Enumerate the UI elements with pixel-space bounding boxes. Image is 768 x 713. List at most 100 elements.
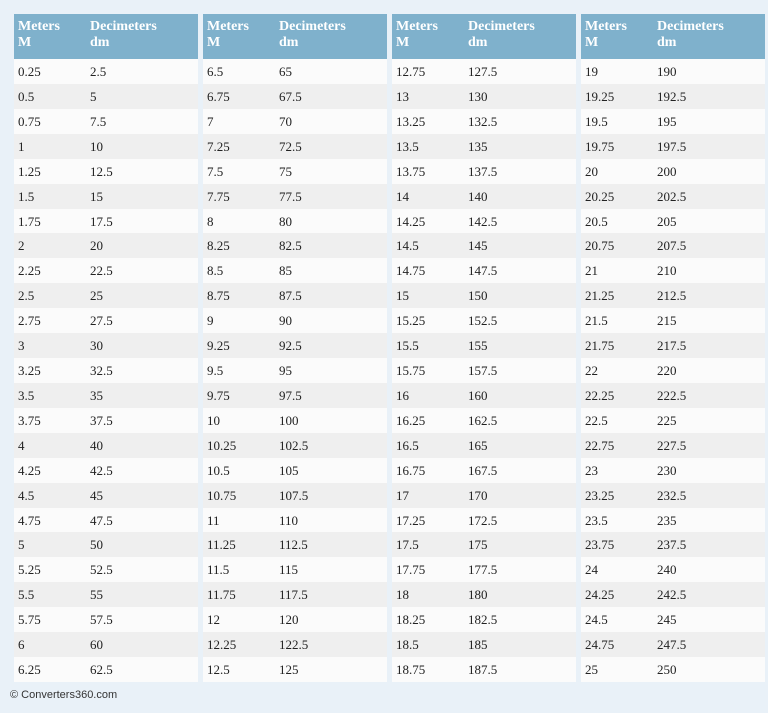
table-row: 17.5 175 bbox=[392, 532, 576, 558]
table-cell: 22 bbox=[585, 363, 598, 379]
table-row: 24.25 242.5 bbox=[581, 582, 765, 608]
table-cell: 232.5 bbox=[657, 487, 687, 503]
table-cell: 24.25 bbox=[585, 587, 615, 603]
table-cell: 175 bbox=[468, 537, 488, 553]
header-line: dm bbox=[90, 35, 110, 50]
header-line: M bbox=[585, 35, 599, 50]
table-row: 21.75 217.5 bbox=[581, 333, 765, 359]
table-cell: 215 bbox=[657, 313, 677, 329]
table-cell: 42.5 bbox=[90, 462, 113, 478]
table-cell: 110 bbox=[279, 512, 299, 528]
table-cell: 7.75 bbox=[207, 188, 230, 204]
table-row: 5.75 57.5 bbox=[14, 607, 198, 633]
table-cell: 165 bbox=[468, 437, 488, 453]
table-cell: 35 bbox=[90, 387, 103, 403]
table-cell: 11.25 bbox=[207, 537, 236, 553]
header-line: Meters bbox=[396, 19, 438, 34]
table-row: 4.75 47.5 bbox=[14, 507, 198, 533]
table-row: 24.5 245 bbox=[581, 607, 765, 633]
table-cell: 5 bbox=[18, 537, 25, 553]
table-row: 19 190 bbox=[581, 59, 765, 84]
table-cell: 24.5 bbox=[585, 612, 608, 628]
table-row: 12.25 122.5 bbox=[203, 632, 387, 658]
header-line: Decimeters bbox=[279, 19, 346, 34]
table-cell: 107.5 bbox=[279, 487, 309, 503]
table-cell: 182.5 bbox=[468, 612, 498, 628]
table-row: 19.75 197.5 bbox=[581, 133, 765, 159]
table-cell: 9.25 bbox=[207, 338, 230, 354]
header-line: Decimeters bbox=[90, 19, 157, 34]
table-cell: 4.75 bbox=[18, 512, 41, 528]
table-cell: 19.75 bbox=[585, 138, 615, 154]
table-cell: 247.5 bbox=[657, 637, 687, 653]
table-cell: 0.75 bbox=[18, 113, 41, 129]
table-row: 9.25 92.5 bbox=[203, 333, 387, 359]
table-row: 10 100 bbox=[203, 407, 387, 433]
header-line: M bbox=[18, 35, 32, 50]
table-cell: 230 bbox=[657, 462, 677, 478]
table-row: 8 80 bbox=[203, 208, 387, 234]
table-row: 16.75 167.5 bbox=[392, 457, 576, 483]
table-row: 10.25 102.5 bbox=[203, 432, 387, 458]
table-cell: 32.5 bbox=[90, 363, 113, 379]
table-cell: 22.75 bbox=[585, 437, 615, 453]
table-row: 7.5 75 bbox=[203, 158, 387, 184]
table-cell: 52.5 bbox=[90, 562, 113, 578]
table-cell: 1 bbox=[18, 138, 25, 154]
table: Meters M Decimeters dm 6.5 65 6.75 67.5 7 70 7.25 7… bbox=[203, 14, 387, 683]
table-cell: 67.5 bbox=[279, 88, 302, 104]
table-row: 21 210 bbox=[581, 258, 765, 284]
table-row: 2.75 27.5 bbox=[14, 308, 198, 334]
table-cell: 10.75 bbox=[207, 487, 237, 503]
table-cell: 13.5 bbox=[396, 138, 419, 154]
table-row: 22.25 222.5 bbox=[581, 382, 765, 408]
table-cell: 19.25 bbox=[585, 88, 615, 104]
table-row: 17.75 177.5 bbox=[392, 557, 576, 583]
table-row: 8.75 87.5 bbox=[203, 283, 387, 309]
column-header: Decimeters dm bbox=[468, 19, 535, 51]
table-row: 4.5 45 bbox=[14, 482, 198, 508]
table-cell: 85 bbox=[279, 263, 292, 279]
table-cell: 20.75 bbox=[585, 238, 615, 254]
table-cell: 7.5 bbox=[90, 113, 107, 129]
table-cell: 3.75 bbox=[18, 412, 41, 428]
table-row: 9.5 95 bbox=[203, 358, 387, 384]
table-cell: 187.5 bbox=[468, 662, 498, 678]
table-cell: 192.5 bbox=[657, 88, 687, 104]
table-cell: 7 bbox=[207, 113, 214, 129]
table-cell: 17.75 bbox=[396, 562, 426, 578]
table-row: 23.75 237.5 bbox=[581, 532, 765, 558]
table-row: 15.75 157.5 bbox=[392, 358, 576, 384]
table-cell: 17.25 bbox=[396, 512, 426, 528]
table-cell: 60 bbox=[90, 637, 103, 653]
table-cell: 7.25 bbox=[207, 138, 230, 154]
table-cell: 0.25 bbox=[18, 64, 41, 79]
table-row: 16 160 bbox=[392, 382, 576, 408]
table-cell: 2.5 bbox=[90, 64, 107, 79]
table-cell: 24.75 bbox=[585, 637, 615, 653]
table-row: 15.5 155 bbox=[392, 333, 576, 359]
header-line: dm bbox=[279, 35, 299, 50]
header-line: dm bbox=[468, 35, 488, 50]
column-header: Meters M bbox=[207, 19, 249, 51]
table-cell: 17.5 bbox=[396, 537, 419, 553]
table-cell: 2 bbox=[18, 238, 25, 254]
table-cell: 2.75 bbox=[18, 313, 41, 329]
table-cell: 3.25 bbox=[18, 363, 41, 379]
table-cell: 77.5 bbox=[279, 188, 302, 204]
table-row: 16.5 165 bbox=[392, 432, 576, 458]
table-cell: 12.25 bbox=[207, 637, 237, 653]
table-row: 12.75 127.5 bbox=[392, 59, 576, 84]
table-cell: 13.25 bbox=[396, 113, 426, 129]
table-row: 3.5 35 bbox=[14, 382, 198, 408]
table-cell: 23.25 bbox=[585, 487, 615, 503]
table-row: 21.5 215 bbox=[581, 308, 765, 334]
table-cell: 15.75 bbox=[396, 363, 426, 379]
table-cell: 9.5 bbox=[207, 363, 224, 379]
table-cell: 72.5 bbox=[279, 138, 302, 154]
table-cell: 18.75 bbox=[396, 662, 426, 678]
table-cell: 2.25 bbox=[18, 263, 41, 279]
table-cell: 0.5 bbox=[18, 88, 35, 104]
table-cell: 102.5 bbox=[279, 437, 309, 453]
